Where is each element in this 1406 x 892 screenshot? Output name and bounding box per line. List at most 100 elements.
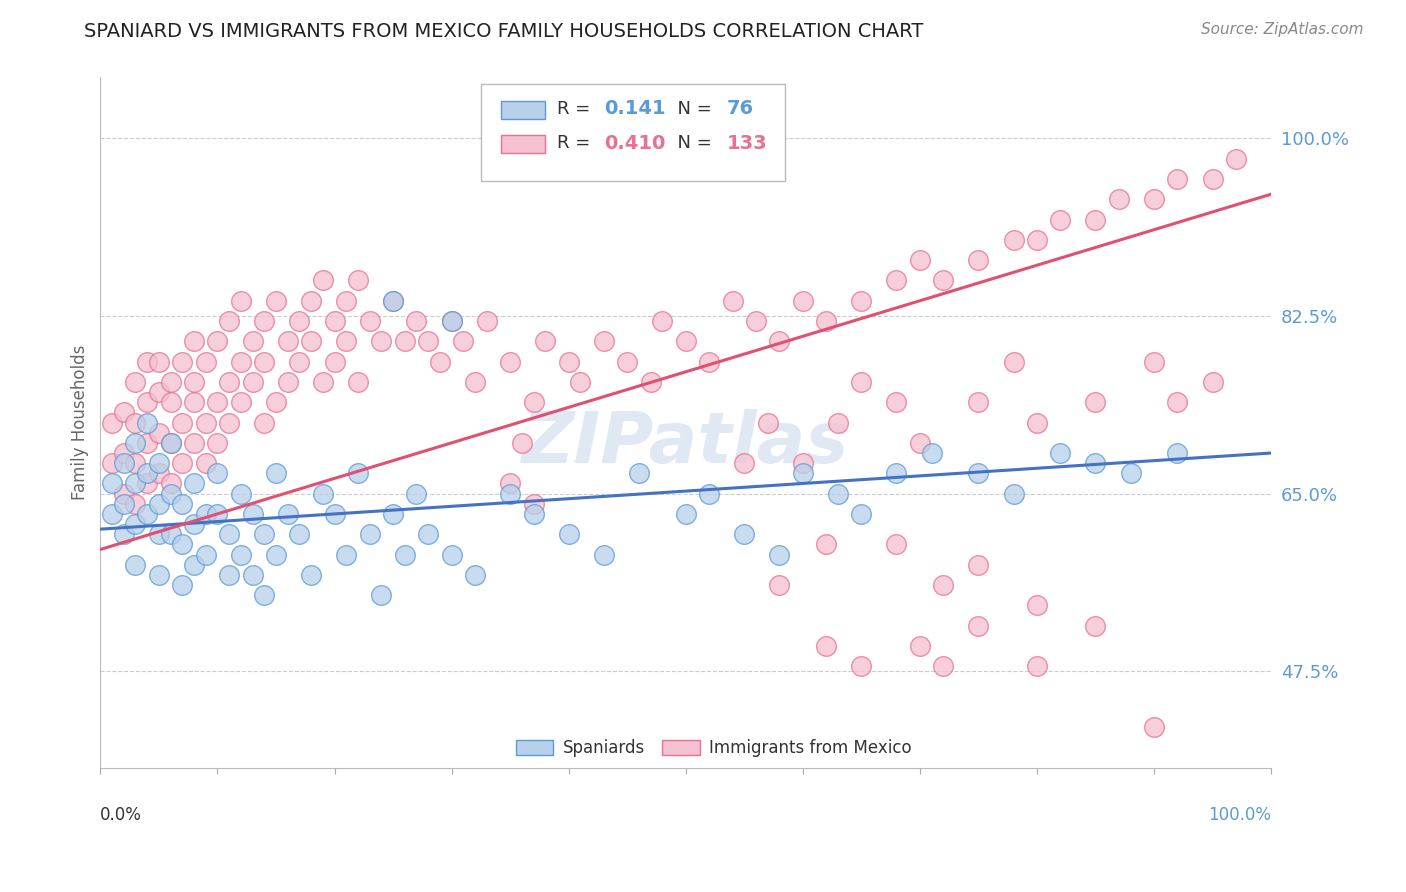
Point bbox=[172, 456, 194, 470]
Point bbox=[229, 354, 252, 368]
Point bbox=[510, 435, 533, 450]
Point bbox=[136, 416, 159, 430]
Point bbox=[229, 548, 252, 562]
FancyBboxPatch shape bbox=[516, 740, 554, 756]
Point bbox=[522, 507, 544, 521]
Point bbox=[112, 497, 135, 511]
Point bbox=[277, 375, 299, 389]
Point bbox=[194, 456, 217, 470]
Text: 0.141: 0.141 bbox=[603, 99, 665, 118]
Point bbox=[370, 588, 392, 602]
Point bbox=[1108, 192, 1130, 206]
Point bbox=[253, 588, 276, 602]
Point bbox=[312, 375, 335, 389]
Point bbox=[851, 507, 873, 521]
Point bbox=[721, 293, 744, 308]
Text: R =: R = bbox=[557, 100, 596, 118]
Point bbox=[815, 314, 838, 328]
Point bbox=[277, 507, 299, 521]
Point bbox=[101, 416, 124, 430]
Point bbox=[967, 395, 990, 409]
Point bbox=[242, 334, 264, 349]
Point bbox=[159, 486, 181, 500]
Point bbox=[194, 507, 217, 521]
Point bbox=[218, 567, 240, 582]
Point bbox=[242, 567, 264, 582]
Point bbox=[768, 548, 790, 562]
Point bbox=[382, 293, 405, 308]
Text: ZIPatlas: ZIPatlas bbox=[522, 409, 849, 478]
Point bbox=[148, 385, 170, 400]
Point bbox=[124, 435, 146, 450]
Point bbox=[382, 507, 405, 521]
Point bbox=[405, 314, 427, 328]
FancyBboxPatch shape bbox=[481, 85, 785, 181]
Point bbox=[370, 334, 392, 349]
Point bbox=[1026, 599, 1049, 613]
Point bbox=[172, 497, 194, 511]
Point bbox=[207, 507, 229, 521]
Point bbox=[557, 354, 579, 368]
Point bbox=[172, 537, 194, 551]
Point bbox=[264, 548, 287, 562]
Text: Spaniards: Spaniards bbox=[562, 739, 645, 756]
Point bbox=[136, 507, 159, 521]
Text: 76: 76 bbox=[727, 99, 754, 118]
Point bbox=[792, 293, 814, 308]
Point bbox=[112, 405, 135, 419]
Point bbox=[136, 395, 159, 409]
Point bbox=[1002, 354, 1025, 368]
Point bbox=[1143, 192, 1166, 206]
Point bbox=[382, 293, 405, 308]
Point bbox=[499, 486, 522, 500]
Point bbox=[172, 354, 194, 368]
Point bbox=[299, 293, 322, 308]
Point bbox=[932, 578, 955, 592]
Point bbox=[299, 334, 322, 349]
Point bbox=[312, 273, 335, 287]
Point bbox=[253, 354, 276, 368]
Point bbox=[697, 486, 720, 500]
Point bbox=[277, 334, 299, 349]
Point bbox=[697, 354, 720, 368]
Point bbox=[347, 467, 370, 481]
Point bbox=[253, 416, 276, 430]
Point bbox=[253, 527, 276, 541]
Point bbox=[264, 293, 287, 308]
Point bbox=[429, 354, 451, 368]
Point bbox=[159, 375, 181, 389]
Text: Immigrants from Mexico: Immigrants from Mexico bbox=[709, 739, 911, 756]
Point bbox=[194, 354, 217, 368]
Point bbox=[499, 354, 522, 368]
Point bbox=[323, 314, 346, 328]
Point bbox=[148, 497, 170, 511]
Point bbox=[183, 375, 205, 389]
Point bbox=[124, 497, 146, 511]
Point bbox=[1201, 172, 1223, 186]
Point bbox=[675, 507, 697, 521]
Point bbox=[183, 558, 205, 572]
Point bbox=[827, 416, 849, 430]
Point bbox=[183, 435, 205, 450]
Point bbox=[148, 567, 170, 582]
Point bbox=[1143, 720, 1166, 734]
Point bbox=[136, 476, 159, 491]
Point bbox=[886, 273, 908, 287]
Text: N =: N = bbox=[666, 134, 717, 152]
Point bbox=[932, 273, 955, 287]
Point bbox=[312, 486, 335, 500]
Point bbox=[218, 527, 240, 541]
Point bbox=[1026, 659, 1049, 673]
Point bbox=[967, 253, 990, 268]
Point bbox=[159, 527, 181, 541]
Point bbox=[124, 558, 146, 572]
Point bbox=[183, 334, 205, 349]
Text: 100.0%: 100.0% bbox=[1208, 805, 1271, 823]
Point bbox=[112, 446, 135, 460]
Point bbox=[288, 354, 311, 368]
Point bbox=[1084, 395, 1107, 409]
Point bbox=[1166, 395, 1188, 409]
Point bbox=[229, 486, 252, 500]
Point bbox=[522, 497, 544, 511]
Text: SPANIARD VS IMMIGRANTS FROM MEXICO FAMILY HOUSEHOLDS CORRELATION CHART: SPANIARD VS IMMIGRANTS FROM MEXICO FAMIL… bbox=[84, 22, 924, 41]
